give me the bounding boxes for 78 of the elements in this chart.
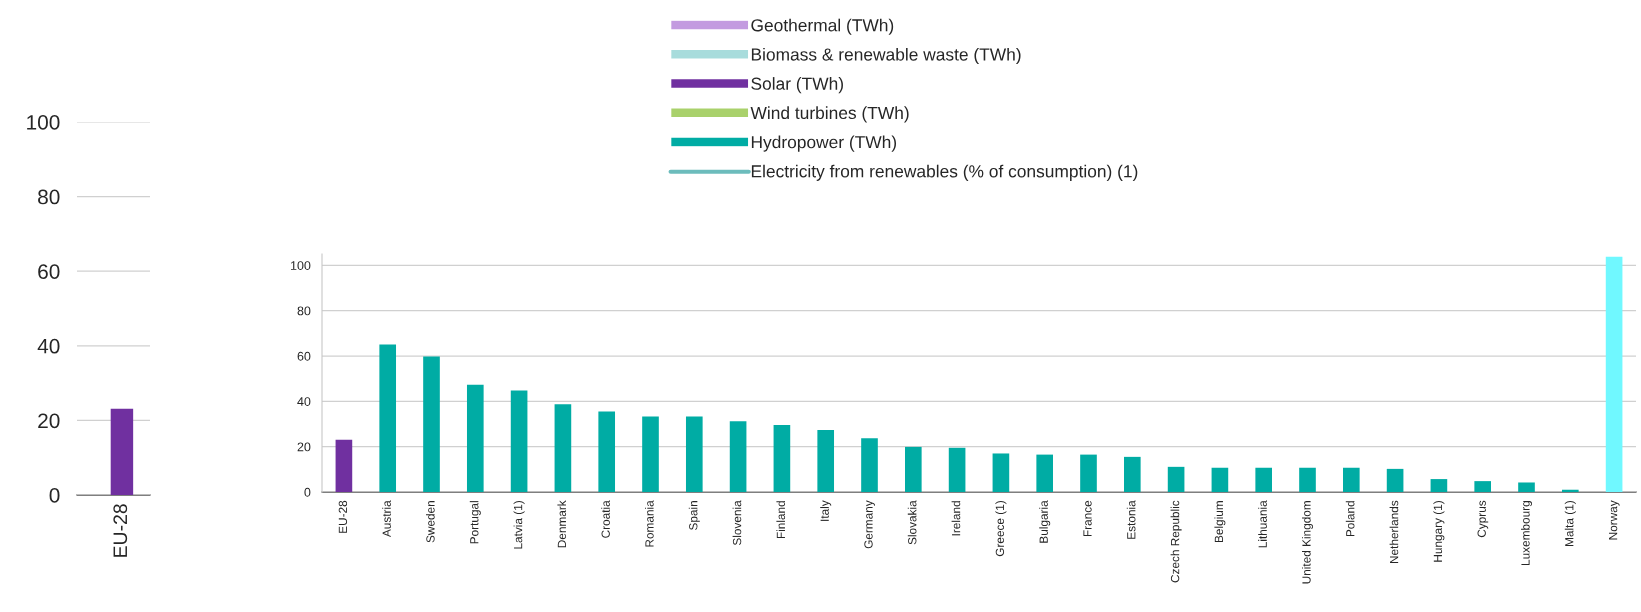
x-tick-label: Slovenia [732,500,742,546]
bar [1605,256,1623,492]
x-tick-label: Lithuania [1258,500,1267,548]
x-tick-label: Greece (1) [995,501,1007,557]
x-tick-label: Austria [382,500,391,538]
bar [1167,466,1185,492]
legend-label: Solar (TWh) [751,77,843,94]
x-tick-label: Portugal [469,501,481,544]
bar [1430,479,1448,492]
bar [1211,467,1229,492]
x-tick-label: France [1083,500,1092,537]
y-tick-label: 80 [38,189,60,205]
x-tick-label: Czech Republic [1170,500,1182,583]
bar [1036,454,1054,492]
x-tick-label: Latvia (1) [513,501,525,549]
x-tick-label: Denmark [557,500,567,548]
y-tick-label: 40 [297,397,311,406]
legend-label: Geothermal (TWh) [751,18,894,35]
bar [466,384,484,492]
y-tick-label: 100 [290,261,311,270]
bar [379,344,397,492]
bar [1342,467,1360,492]
x-tick-label: Sweden [426,501,435,543]
y-tick-label: 60 [297,351,311,361]
x-tick-label: Estonia [1126,500,1136,539]
x-tick-label: Ireland [951,501,961,536]
bar [904,446,922,492]
y-tick-label: 100 [27,115,60,130]
legend-label: Hydropower (TWh) [751,135,897,152]
bar [1299,467,1316,492]
x-tick-label: EU-28 [338,500,348,533]
x-tick-label: Slovakia [907,500,917,545]
bar [992,453,1010,492]
bar [1518,482,1535,492]
bar [948,447,966,492]
bar [1080,454,1097,492]
bar [554,404,572,492]
x-tick-label: Norway [1609,500,1620,540]
x-tick-label: Malta (1) [1564,501,1576,546]
x-tick-label: Poland [1345,501,1355,537]
legend-label: Wind turbines (TWh) [750,106,909,123]
bar [773,424,791,492]
bar [1386,468,1404,492]
bar [598,411,616,492]
bar [685,416,703,492]
x-tick-label: Croatia [601,500,610,538]
bar [1474,481,1492,492]
y-tick-label: 40 [37,338,60,354]
y-tick-label: 20 [297,442,311,452]
x-tick-label: Italy [820,500,832,521]
x-tick-label: Belgium [1214,501,1226,543]
bar [817,429,835,492]
x-tick-label: Luxembourg [1521,501,1532,565]
y-tick-label: 0 [304,487,311,497]
bar [1255,467,1273,492]
y-tick-label: 80 [297,306,311,316]
y-tick-label: 0 [49,488,60,503]
bar [861,438,878,492]
legend-label: Electricity from renewables (% of consumption) (1) [751,164,1138,181]
x-tick-label: Germany [864,500,875,549]
bar [642,416,659,492]
bar [1123,456,1141,492]
x-tick-label: Romania [645,500,654,547]
x-tick-label: Spain [688,501,700,530]
bar [510,390,528,492]
x-tick-label: Hungary (1) [1433,501,1445,562]
bar [423,356,440,492]
x-tick-label: Bulgaria [1039,500,1051,543]
legend-label: Biomass & renewable waste (TWh) [751,47,1021,65]
x-tick-label: United Kingdom [1302,501,1313,584]
y-tick-label: 60 [38,264,60,279]
x-tick-label: Cyprus [1477,500,1489,538]
y-tick-label: 20 [38,413,60,429]
x-tick-label: Netherlands [1389,500,1399,564]
x-tick-label: EU-28 [113,504,128,557]
bar [335,439,353,492]
bar [729,421,747,492]
x-tick-label: Finland [776,501,786,539]
